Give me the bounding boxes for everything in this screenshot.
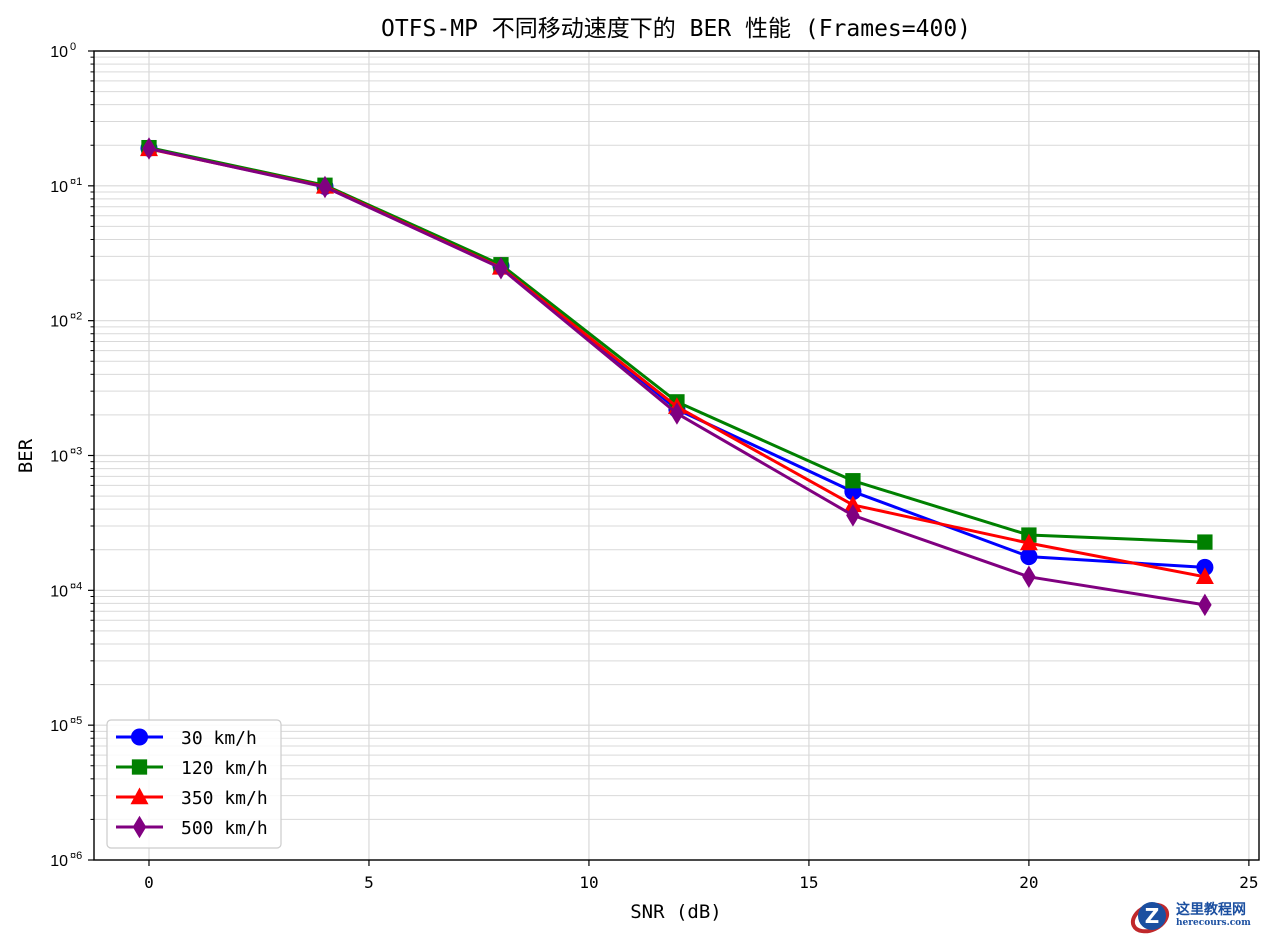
watermark-logo-icon: Z bbox=[1128, 896, 1172, 936]
x-tick-label: 5 bbox=[364, 873, 374, 892]
grid-lines bbox=[94, 50, 1259, 861]
y-tick-label: 10 bbox=[50, 179, 68, 196]
legend-item: 120 km/h bbox=[116, 758, 268, 779]
legend-label: 350 km/h bbox=[181, 788, 268, 809]
legend-item: 500 km/h bbox=[116, 815, 268, 839]
watermark-cn: 这里教程网 bbox=[1176, 902, 1246, 919]
y-tick-label: 10 bbox=[50, 718, 68, 735]
legend-label: 500 km/h bbox=[181, 818, 268, 839]
y-axis-ticks: 10 010 ¤110 ¤210 ¤310 ¤410 ¤510 ¤6 bbox=[50, 41, 94, 870]
svg-text:Z: Z bbox=[1145, 904, 1160, 928]
legend-item: 350 km/h bbox=[116, 787, 268, 809]
y-tick-exponent: ¤6 bbox=[70, 850, 82, 862]
y-tick-label: 10 bbox=[50, 853, 68, 870]
y-tick-exponent: ¤5 bbox=[70, 715, 82, 727]
series-120-km-h bbox=[141, 139, 1213, 550]
watermark-en: herecours.com bbox=[1176, 917, 1251, 928]
legend-item: 30 km/h bbox=[116, 728, 257, 749]
y-tick-label: 10 bbox=[50, 314, 68, 331]
x-tick-label: 10 bbox=[579, 873, 598, 892]
x-tick-label: 20 bbox=[1019, 873, 1038, 892]
y-tick-exponent: ¤1 bbox=[70, 176, 82, 188]
x-tick-label: 15 bbox=[799, 873, 818, 892]
y-tick-label: 10 bbox=[50, 449, 68, 466]
y-axis-label: BER bbox=[15, 438, 37, 473]
series-lines bbox=[139, 137, 1214, 617]
series-30-km-h bbox=[140, 139, 1214, 576]
y-tick-label: 10 bbox=[50, 44, 68, 61]
watermark: Z 这里教程网 herecours.com bbox=[1128, 894, 1273, 938]
legend-label: 120 km/h bbox=[181, 758, 268, 779]
legend: 30 km/h 120 km/h 350 km/h 500 km/h bbox=[106, 719, 282, 849]
chart-title: OTFS-MP 不同移动速度下的 BER 性能 (Frames=400) bbox=[381, 16, 971, 42]
y-tick-exponent: ¤4 bbox=[70, 580, 82, 592]
x-axis-label: SNR (dB) bbox=[630, 901, 722, 923]
y-tick-label: 10 bbox=[50, 583, 68, 600]
y-tick-exponent: ¤3 bbox=[70, 446, 82, 458]
x-tick-label: 0 bbox=[144, 873, 154, 892]
legend-label: 30 km/h bbox=[181, 728, 257, 749]
x-axis-ticks: 0 5 10 15 20 25 bbox=[144, 860, 1259, 892]
y-tick-exponent: 0 bbox=[70, 41, 76, 53]
series-500-km-h bbox=[142, 137, 1212, 617]
x-tick-label: 25 bbox=[1239, 873, 1258, 892]
y-tick-exponent: ¤2 bbox=[70, 311, 82, 323]
